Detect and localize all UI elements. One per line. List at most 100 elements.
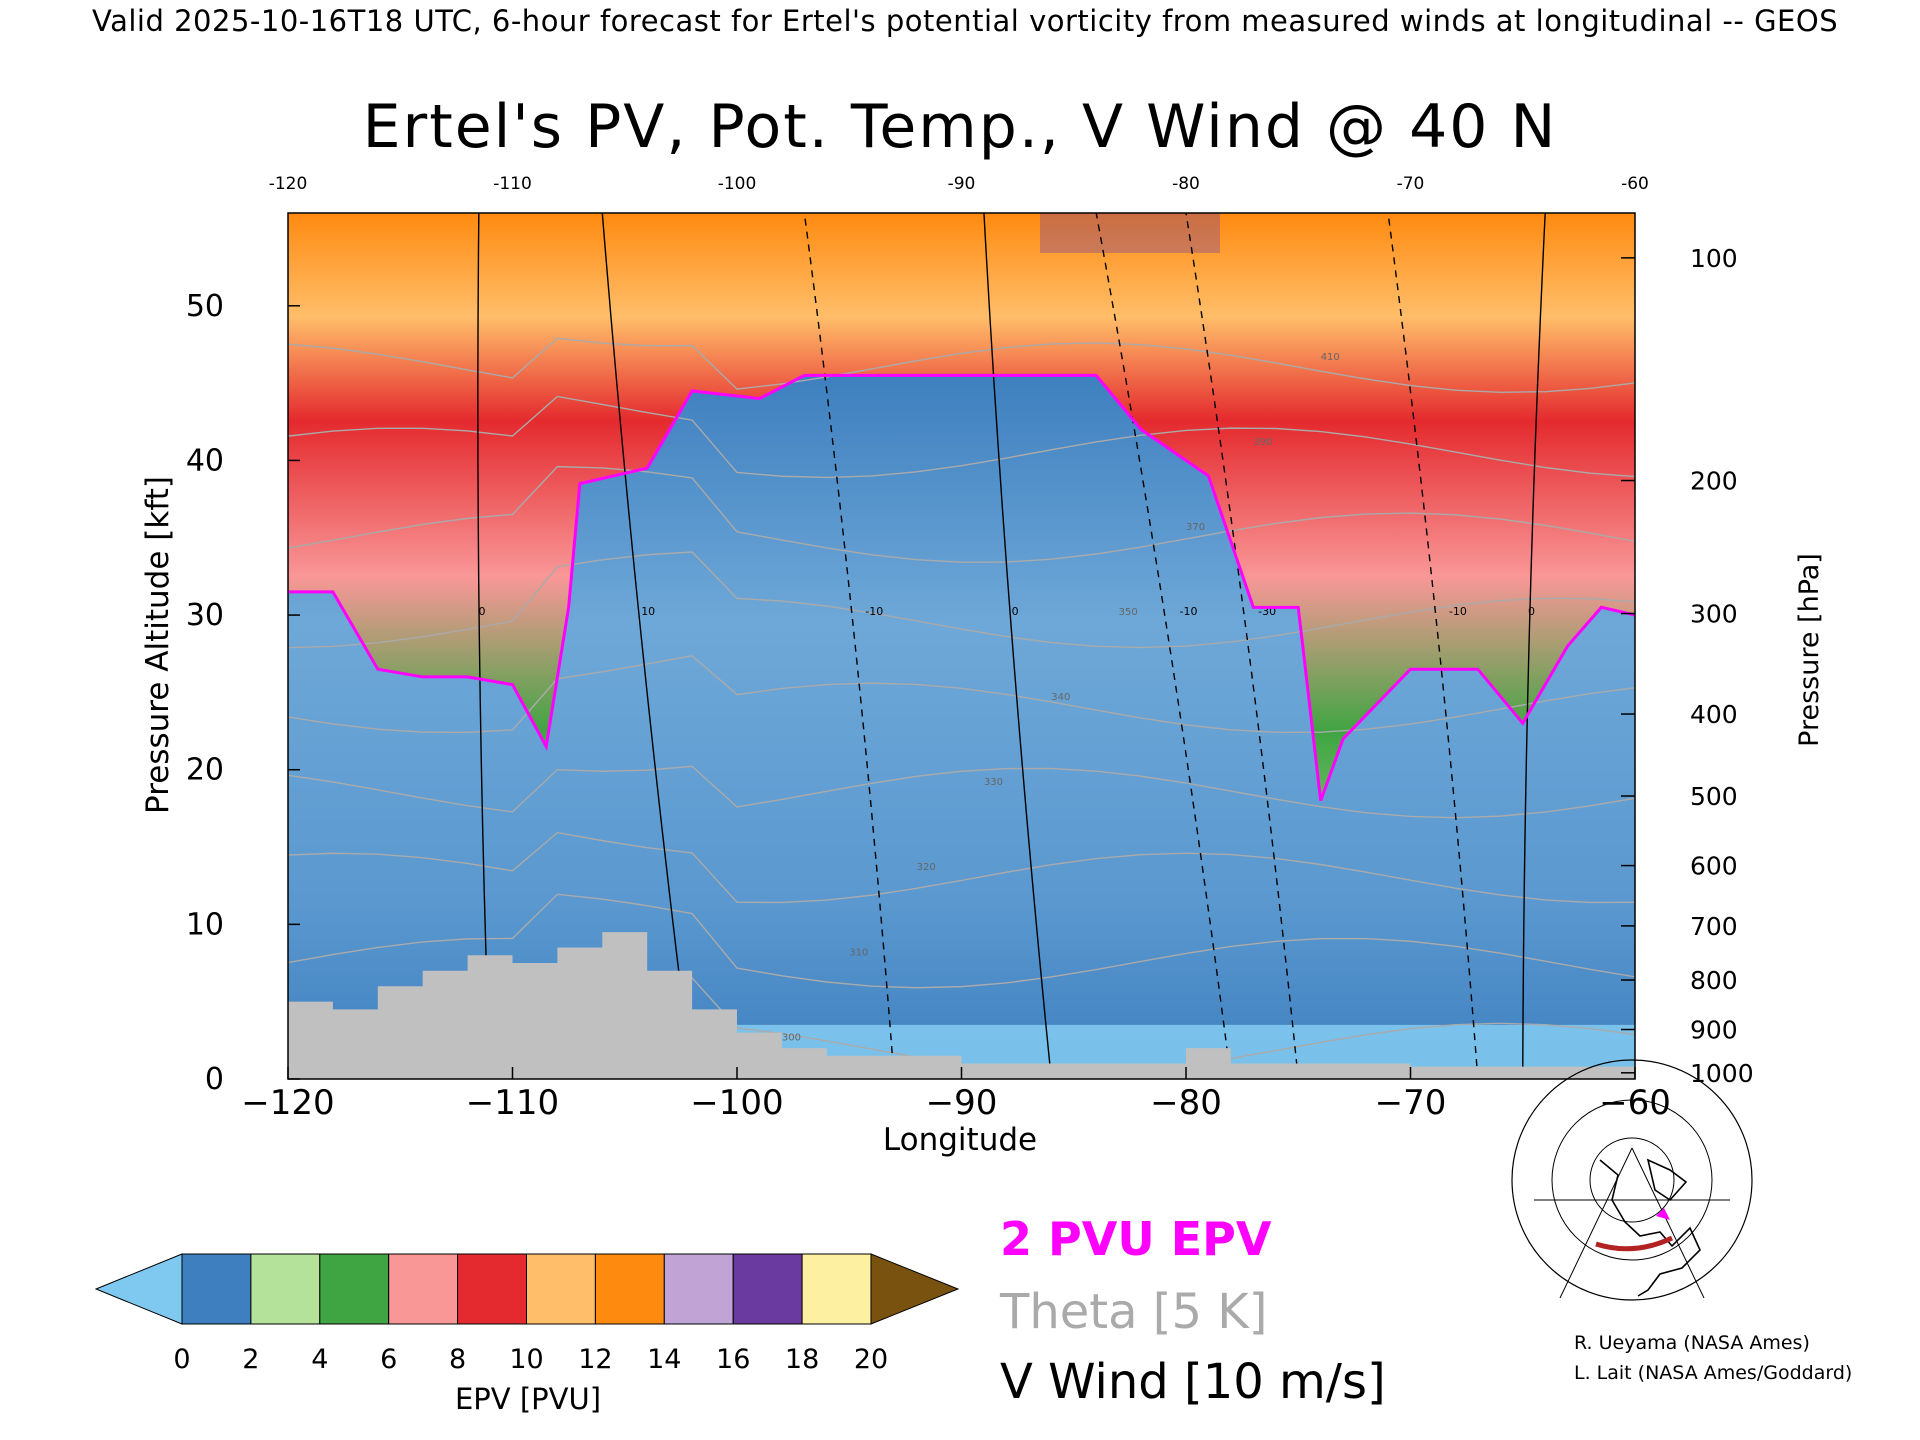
x-axis: −120-120−110-110−100-100−90-90−80-80−70-… [241,174,1671,1123]
colorbar-tick-label: 16 [716,1344,750,1375]
map-marker [1656,1208,1670,1220]
y-right-tick-label: 800 [1690,966,1738,995]
colorbar-segment [388,1253,459,1325]
terrain [288,932,1635,1079]
tropopause-2pvu-line [288,373,1635,802]
header-caption: Valid 2025-10-16T18 UTC, 6-hour forecast… [92,4,1839,38]
theta-contour [288,765,1635,819]
x-axis-label: Longitude [883,1122,1037,1158]
colorbar-segment [181,1253,252,1325]
colorbar-tick-label: 4 [311,1344,328,1375]
y-axis-left-label: Pressure Altitude [kft] [140,476,176,814]
x-tick-label: −90 [926,1083,998,1123]
v-wind-contour-label: -10 [865,605,883,618]
theta-contour [288,465,1635,563]
y-right-tick-label: 500 [1690,782,1738,811]
theta-contour [288,893,1635,989]
x-top-tick-label: -60 [1621,174,1649,194]
y-tick-label: 0 [205,1062,224,1097]
colorbar-segment [319,1253,390,1325]
x-top-tick-label: -90 [948,174,976,194]
inset-map [1511,1059,1753,1301]
colorbar-tick-label: 0 [173,1344,190,1375]
theta-contour-label: 350 [1119,607,1138,618]
colorbar-tick-label: 2 [242,1344,259,1375]
high-pv-patch [1040,213,1220,253]
colorbar-tick-label: 20 [854,1344,888,1375]
y-axis-left: 0 10 20 30 40 50 [186,289,300,1097]
x-top-tick-label: -70 [1397,174,1425,194]
theta-contour [288,551,1635,649]
colorbar-segment [526,1253,596,1325]
colorbar: 0 2 4 6 8 10 12 14 16 18 20 [94,1253,960,1375]
section-line [1595,1235,1674,1252]
v-wind-contour-label: -10 [1449,605,1467,618]
theta-contour [288,655,1635,734]
colorbar-label: EPV [PVU] [455,1382,601,1416]
y-tick-label: 40 [186,443,224,478]
legend-theta: Theta [5 K] [1000,1284,1268,1340]
credit-line-2: L. Lait (NASA Ames/Goddard) [1574,1362,1853,1384]
credit-line-1: R. Ueyama (NASA Ames) [1574,1332,1810,1354]
y-right-tick-label: 700 [1690,912,1738,941]
colorbar-min-extension [94,1253,183,1325]
theta-contour-label: 310 [849,947,868,958]
v-wind-contour-label: -10 [1180,605,1198,618]
y-right-tick-label: 1000 [1690,1059,1754,1088]
theta-contour [288,337,1635,393]
theta-contour-label: 390 [1253,437,1272,448]
theta-contour-label: 340 [1051,692,1070,703]
colorbar-tick-label: 12 [578,1344,612,1375]
colorbar-segment [801,1253,872,1325]
x-tick-label: −100 [690,1083,783,1123]
y-right-tick-label: 400 [1690,700,1738,729]
colorbar-tick-label: 6 [380,1344,397,1375]
troposphere-fill [288,375,1635,1079]
colorbar-segment [594,1253,665,1325]
y-tick-label: 30 [186,598,224,633]
v-wind-contour [1387,213,1479,1079]
v-wind-contour-label: 0 [1012,605,1019,618]
x-tick-label: −70 [1375,1083,1447,1123]
theta-contour [288,831,1635,904]
v-wind-contour-label: 0 [1528,605,1535,618]
colorbar-segment [457,1253,528,1325]
colorbar-tick-label: 18 [785,1344,819,1375]
y-axis-right-label: Pressure [hPa] [1794,553,1825,747]
v-wind-contour-label: 10 [641,605,655,618]
v-wind-contour [477,213,491,1079]
theta-contour-label: 410 [1321,352,1340,363]
theta-contour-label: 320 [917,862,936,873]
y-tick-label: 10 [186,907,224,942]
colorbar-segment [663,1253,734,1325]
theta-contour-label: 330 [984,777,1003,788]
legend-pv: 2 PVU EPV [1000,1212,1272,1266]
colorbar-max-extension [870,1253,960,1325]
v-wind-contours: 0 10 -10 0 -10 -30 -10 0 [477,213,1546,1079]
y-tick-label: 50 [186,289,224,324]
theta-contour [288,395,1635,479]
colorbar-segment [250,1253,321,1325]
colorbar-segment [732,1253,803,1325]
x-top-tick-label: -110 [493,174,532,194]
v-wind-contour-label: 0 [478,605,485,618]
y-right-tick-label: 300 [1690,600,1738,629]
colorbar-tick-label: 8 [449,1344,466,1375]
x-tick-label: −120 [241,1083,334,1123]
y-axis-right: 100 200 300 400 500 600 700 800 900 1000 [1621,244,1754,1088]
y-right-tick-label: 900 [1690,1016,1738,1045]
y-tick-label: 20 [186,753,224,788]
x-top-tick-label: -120 [269,174,308,194]
y-right-tick-label: 200 [1690,467,1738,496]
v-wind-contour [1522,213,1546,1079]
v-wind-contour [803,213,895,1079]
y-right-tick-label: 100 [1690,244,1738,273]
x-tick-label: −80 [1150,1083,1222,1123]
v-wind-contour [601,213,693,1079]
colorbar-tick-label: 14 [647,1344,681,1375]
colorbar-tick-label: 10 [509,1344,543,1375]
v-wind-contour [1185,213,1299,1079]
map-coastlines [1599,1158,1701,1297]
x-tick-label: −110 [466,1083,559,1123]
